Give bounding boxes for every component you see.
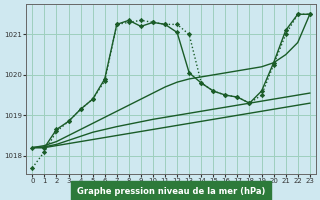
X-axis label: Graphe pression niveau de la mer (hPa): Graphe pression niveau de la mer (hPa)	[77, 187, 265, 196]
